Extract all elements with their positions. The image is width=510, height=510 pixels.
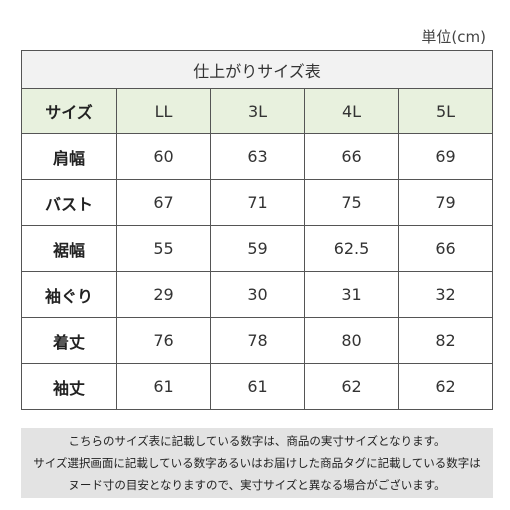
row-label-shoulder: 肩幅 <box>21 133 117 180</box>
size-corner-label: サイズ <box>21 88 117 134</box>
note-line: ヌード寸の目安となりますので、実寸サイズと異なる場合がございます。 <box>68 478 446 492</box>
table-cell: 62.5 <box>304 225 399 272</box>
table-cell: 80 <box>304 317 399 364</box>
size-header-4l: 4L <box>304 88 399 134</box>
table-cell: 66 <box>397 225 494 272</box>
row-label-bust: バスト <box>21 179 117 226</box>
table-cell: 78 <box>210 317 305 364</box>
table-cell: 66 <box>304 133 399 180</box>
measurement-note: こちらのサイズ表に記載している数字は、商品の実寸サイズとなります。 サイズ選択画… <box>21 428 493 498</box>
table-cell: 71 <box>210 179 305 226</box>
note-line: こちらのサイズ表に記載している数字は、商品の実寸サイズとなります。 <box>68 434 446 448</box>
size-header-ll: LL <box>116 88 211 134</box>
table-cell: 61 <box>210 363 305 410</box>
table-title-row: 仕上がりサイズ表 <box>20 50 494 89</box>
row-label-hem-width: 裾幅 <box>21 225 117 272</box>
size-header-3l: 3L <box>210 88 305 134</box>
note-line: サイズ選択画面に記載している数字あるいはお届けした商品タグに記載している数字は <box>33 456 481 470</box>
table-cell: 62 <box>304 363 399 410</box>
table-row: 袖ぐり 29 30 31 32 <box>21 271 494 318</box>
table-cell: 82 <box>397 317 494 364</box>
table-row: 裾幅 55 59 62.5 66 <box>21 225 494 272</box>
table-cell: 59 <box>210 225 305 272</box>
table-title: 仕上がりサイズ表 <box>20 50 494 89</box>
table-row: 肩幅 60 63 66 69 <box>21 133 494 180</box>
table-cell: 31 <box>304 271 399 318</box>
table-cell: 61 <box>116 363 211 410</box>
size-table: 仕上がりサイズ表 サイズ LL 3L 4L 5L 肩幅 60 63 66 69 … <box>20 50 494 410</box>
table-cell: 76 <box>116 317 211 364</box>
table-row: バスト 67 71 75 79 <box>21 179 494 226</box>
table-cell: 29 <box>116 271 211 318</box>
table-row: 着丈 76 78 80 82 <box>21 317 494 364</box>
unit-label: 単位(cm) <box>421 28 486 46</box>
table-cell: 60 <box>116 133 211 180</box>
table-cell: 32 <box>397 271 494 318</box>
table-cell: 30 <box>210 271 305 318</box>
table-row: 袖丈 61 61 62 62 <box>21 363 494 410</box>
table-cell: 63 <box>210 133 305 180</box>
table-cell: 69 <box>397 133 494 180</box>
row-label-length: 着丈 <box>21 317 117 364</box>
row-label-armhole: 袖ぐり <box>21 271 117 318</box>
table-cell: 55 <box>116 225 211 272</box>
table-cell: 62 <box>397 363 494 410</box>
table-header-row: サイズ LL 3L 4L 5L <box>21 88 494 134</box>
table-cell: 79 <box>397 179 494 226</box>
table-cell: 75 <box>304 179 399 226</box>
size-header-5l: 5L <box>397 88 494 134</box>
row-label-sleeve-length: 袖丈 <box>21 363 117 410</box>
table-cell: 67 <box>116 179 211 226</box>
